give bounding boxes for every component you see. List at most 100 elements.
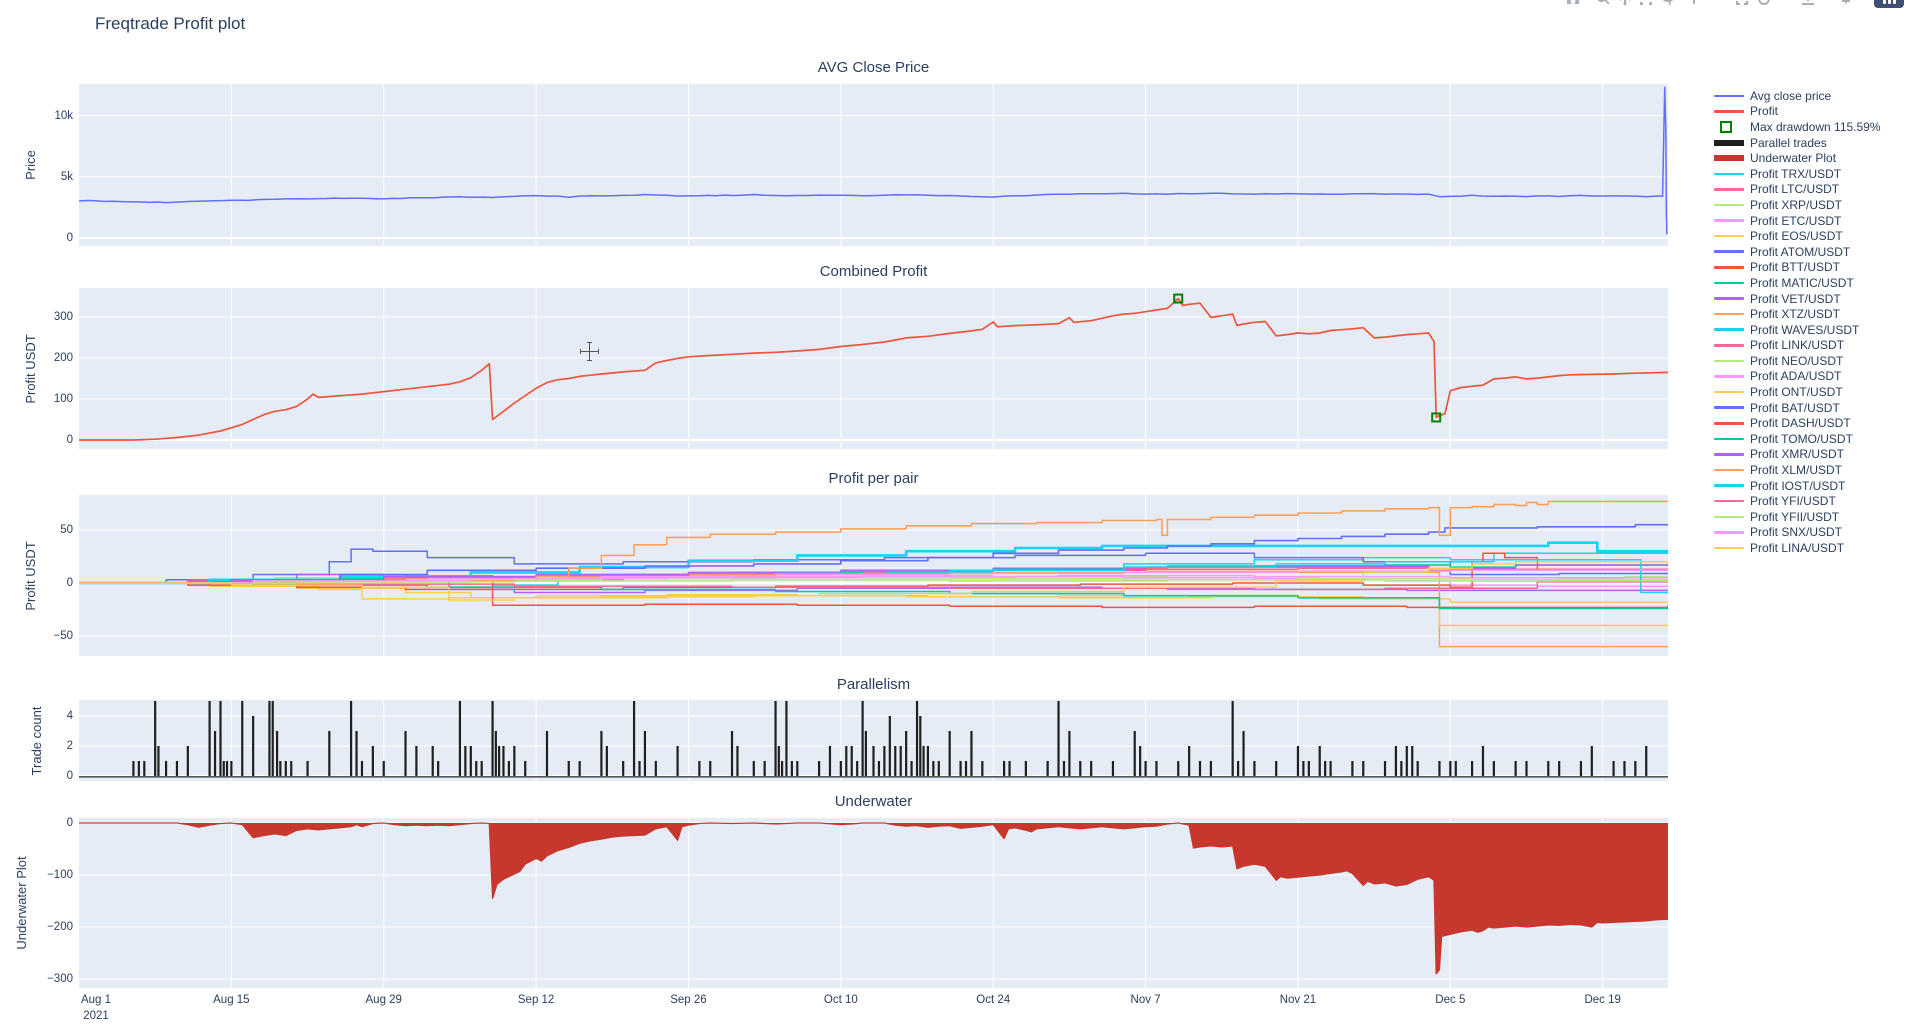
parallel-trade-bar <box>1416 761 1419 776</box>
lasso-icon[interactable] <box>1660 0 1676 7</box>
legend-item-profit-bat-usdt[interactable]: Profit BAT/USDT <box>1714 400 1910 416</box>
parallel-trade-bar <box>475 761 478 776</box>
legend-item-parallel-trades[interactable]: Parallel trades <box>1714 135 1910 151</box>
legend-label: Profit IOST/USDT <box>1750 478 1846 493</box>
box-select-icon[interactable] <box>1638 0 1654 7</box>
legend-item-profit-xtz-usdt[interactable]: Profit XTZ/USDT <box>1714 306 1910 322</box>
y-axis-label: Profit USDT <box>23 540 38 611</box>
subplot-title: Parallelism <box>836 676 911 693</box>
legend-swatch-icon <box>1714 484 1744 487</box>
pan-icon[interactable] <box>1617 0 1633 7</box>
max-drawdown-marker-icon <box>1714 120 1744 133</box>
parallel-trade-bar <box>774 701 777 776</box>
legend-item-profit-matic-usdt[interactable]: Profit MATIC/USDT <box>1714 275 1910 291</box>
parallel-trade-bar <box>1481 746 1485 776</box>
parallel-trade-bar <box>1236 761 1240 776</box>
camera-icon[interactable] <box>1565 0 1581 7</box>
parallel-trade-bar <box>230 761 233 776</box>
legend-item-profit-iost-usdt[interactable]: Profit IOST/USDT <box>1714 478 1910 494</box>
underwater-area <box>79 823 1668 974</box>
parallel-trade-bar <box>888 716 891 776</box>
legend-item-profit-ada-usdt[interactable]: Profit ADA/USDT <box>1714 369 1910 385</box>
parallel-trade-bar <box>1623 761 1626 776</box>
y-tick-label: 4 <box>66 710 73 722</box>
legend-item-underwater-plot[interactable]: Underwater Plot <box>1714 150 1910 166</box>
parallel-trade-bar <box>252 716 255 776</box>
parallel-trade-bar <box>605 746 608 776</box>
legend-item-profit-trx-usdt[interactable]: Profit TRX/USDT <box>1714 166 1910 182</box>
parallel-trade-bar <box>709 761 712 776</box>
legend-label: Profit SNX/USDT <box>1750 525 1843 540</box>
legend-item-profit-ltc-usdt[interactable]: Profit LTC/USDT <box>1714 182 1910 198</box>
legend-item-profit-dash-usdt[interactable]: Profit DASH/USDT <box>1714 415 1910 431</box>
legend-item-profit-tomo-usdt[interactable]: Profit TOMO/USDT <box>1714 431 1910 447</box>
legend-item-profit-atom-usdt[interactable]: Profit ATOM/USDT <box>1714 244 1910 260</box>
legend-swatch-icon <box>1714 375 1744 378</box>
legend-item-profit-waves-usdt[interactable]: Profit WAVES/USDT <box>1714 322 1910 338</box>
parallel-trade-bar <box>1133 731 1136 776</box>
legend-label: Profit VET/USDT <box>1750 291 1841 306</box>
parallel-trade-bar <box>632 701 636 776</box>
parallel-trade-bar <box>948 731 951 776</box>
toggle-spikelines-icon[interactable] <box>1800 0 1816 7</box>
parallel-trade-bar <box>431 746 434 776</box>
legend-item-profit-btt-usdt[interactable]: Profit BTT/USDT <box>1714 260 1910 276</box>
parallel-trade-bar <box>638 761 641 776</box>
legend-item-profit-ont-usdt[interactable]: Profit ONT/USDT <box>1714 384 1910 400</box>
y-tick-label: 0 <box>66 232 73 244</box>
y-axis-label: Trade count <box>29 706 44 775</box>
parallel-trade-bar <box>469 746 472 776</box>
parallel-trade-bar <box>730 731 734 776</box>
legend-swatch-icon <box>1714 139 1744 146</box>
parallel-trade-bar <box>845 746 848 776</box>
parallel-trade-bar <box>828 746 832 776</box>
legend-item-profit-neo-usdt[interactable]: Profit NEO/USDT <box>1714 353 1910 369</box>
parallel-trade-bar <box>213 731 217 776</box>
parallel-trade-bar <box>1068 731 1071 776</box>
legend-swatch-icon <box>1714 266 1744 269</box>
legend-item-profit-link-usdt[interactable]: Profit LINK/USDT <box>1714 338 1910 354</box>
parallel-trade-bar <box>1209 761 1212 776</box>
legend-label: Profit LINA/USDT <box>1750 541 1845 556</box>
parallel-trade-bar <box>290 761 293 776</box>
zoom-in-icon[interactable] <box>1686 0 1702 7</box>
plotly-logo[interactable] <box>1874 0 1904 8</box>
plotly-modebar <box>1556 0 1910 8</box>
series-underwater-plot <box>79 822 1668 975</box>
parallel-trade-bar <box>219 701 222 776</box>
parallel-trade-bar <box>494 731 497 776</box>
parallel-trade-bar <box>777 746 780 776</box>
y-tick-label: −200 <box>47 921 73 933</box>
autoscale-icon[interactable] <box>1734 0 1750 7</box>
parallel-trade-bar <box>578 761 581 776</box>
legend-item-avg-close-price[interactable]: Avg close price <box>1714 88 1910 104</box>
parallel-trade-bar <box>1470 761 1474 776</box>
parallel-trade-bar <box>1139 746 1142 776</box>
parallel-trade-bar <box>154 701 157 776</box>
legend-item-profit-lina-usdt[interactable]: Profit LINA/USDT <box>1714 540 1910 556</box>
reset-axes-icon[interactable] <box>1756 0 1772 7</box>
hover-mode-icon[interactable] <box>1838 0 1854 7</box>
parallel-trade-bar <box>1351 761 1354 776</box>
legend-item-profit-xmr-usdt[interactable]: Profit XMR/USDT <box>1714 447 1910 463</box>
legend-item-profit[interactable]: Profit <box>1714 104 1910 120</box>
legend-item-max-drawdown-115-59-[interactable]: Max drawdown 115.59% <box>1714 119 1910 135</box>
parallel-trade-bar <box>856 761 859 776</box>
y-tick-label: 300 <box>53 311 73 323</box>
parallel-trade-bar <box>1296 746 1300 776</box>
legend-item-profit-vet-usdt[interactable]: Profit VET/USDT <box>1714 291 1910 307</box>
legend-item-profit-snx-usdt[interactable]: Profit SNX/USDT <box>1714 525 1910 541</box>
legend-swatch-icon <box>1714 297 1744 300</box>
legend-item-profit-yfii-usdt[interactable]: Profit YFII/USDT <box>1714 509 1910 525</box>
legend-item-profit-xlm-usdt[interactable]: Profit XLM/USDT <box>1714 462 1910 478</box>
legend-item-profit-xrp-usdt[interactable]: Profit XRP/USDT <box>1714 197 1910 213</box>
legend-item-profit-eos-usdt[interactable]: Profit EOS/USDT <box>1714 228 1910 244</box>
legend-item-profit-yfi-usdt[interactable]: Profit YFI/USDT <box>1714 493 1910 509</box>
legend-swatch-icon <box>1714 172 1744 176</box>
parallel-trade-bar <box>349 701 353 776</box>
parallel-trade-bar <box>877 761 881 776</box>
legend-item-profit-etc-usdt[interactable]: Profit ETC/USDT <box>1714 213 1910 229</box>
parallel-trade-bar <box>1400 761 1403 776</box>
parallel-trade-bar <box>1275 761 1278 776</box>
zoom-icon[interactable] <box>1595 0 1611 7</box>
